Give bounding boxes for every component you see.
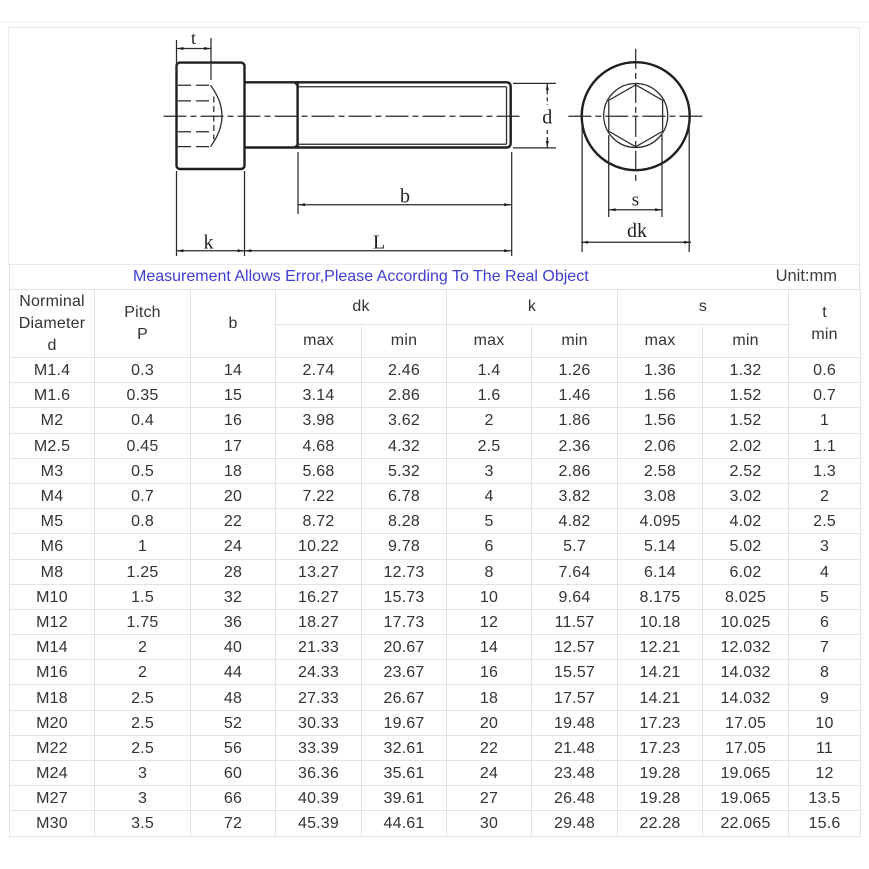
svg-text:L: L	[373, 232, 385, 254]
svg-text:t: t	[191, 28, 196, 48]
svg-text:b: b	[400, 186, 410, 208]
svg-text:k: k	[204, 232, 214, 254]
svg-text:dk: dk	[627, 220, 647, 242]
svg-text:d: d	[542, 107, 552, 129]
svg-text:s: s	[632, 190, 639, 211]
